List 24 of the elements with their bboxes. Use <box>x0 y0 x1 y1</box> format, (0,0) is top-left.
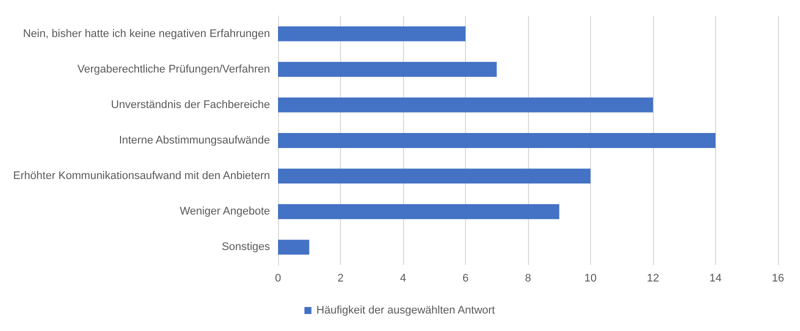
y-tick-label: Sonstiges <box>222 241 270 254</box>
x-tick-label: 4 <box>400 272 406 284</box>
y-tick-label: Nein, bisher hatte ich keine negativen Erfahrungen <box>22 28 270 40</box>
x-tick-label: 10 <box>584 272 597 284</box>
x-tick-label: 14 <box>709 272 722 284</box>
bar <box>278 26 466 42</box>
x-tick-label: 12 <box>646 272 660 284</box>
y-tick-label: Unverständnis der Fachbereiche <box>111 98 270 111</box>
bar <box>278 240 310 255</box>
y-tick-label: Interne Abstimmungsaufwände <box>118 134 270 146</box>
x-tick-label: 6 <box>462 272 469 284</box>
bar <box>278 168 590 184</box>
y-tick-label: Vergaberechtliche Prüfungen/Verfahren <box>77 63 270 76</box>
bar <box>278 97 653 112</box>
x-tick-label: 2 <box>337 272 344 284</box>
y-tick-label: Weniger Angebote <box>180 206 270 218</box>
legend-label: Häufigkeit der ausgewählten Antwort <box>316 304 495 316</box>
x-tick-label: 0 <box>274 272 282 284</box>
x-tick-label: 16 <box>772 272 784 284</box>
y-tick-label: Erhöhter Kommunikationsaufwand mit den Anbietern <box>13 170 270 182</box>
x-tick-label: 8 <box>524 272 532 284</box>
bar <box>278 62 497 77</box>
bar <box>278 204 560 220</box>
bar <box>278 133 716 148</box>
